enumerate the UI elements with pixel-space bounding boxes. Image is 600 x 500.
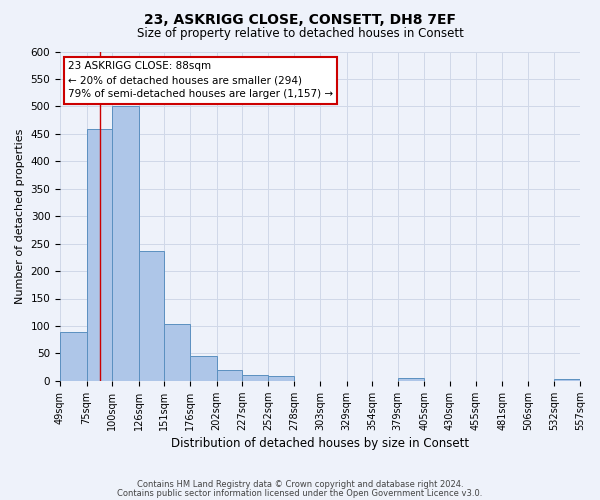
- X-axis label: Distribution of detached houses by size in Consett: Distribution of detached houses by size …: [171, 437, 469, 450]
- Bar: [217, 370, 242, 381]
- Bar: [60, 332, 86, 381]
- Bar: [139, 252, 164, 381]
- Bar: [398, 378, 424, 381]
- Text: Size of property relative to detached houses in Consett: Size of property relative to detached ho…: [137, 28, 463, 40]
- Bar: [554, 379, 580, 381]
- Text: 23 ASKRIGG CLOSE: 88sqm
← 20% of detached houses are smaller (294)
79% of semi-d: 23 ASKRIGG CLOSE: 88sqm ← 20% of detache…: [68, 62, 333, 100]
- Bar: [242, 376, 268, 381]
- Y-axis label: Number of detached properties: Number of detached properties: [15, 128, 25, 304]
- Text: 23, ASKRIGG CLOSE, CONSETT, DH8 7EF: 23, ASKRIGG CLOSE, CONSETT, DH8 7EF: [144, 12, 456, 26]
- Text: Contains public sector information licensed under the Open Government Licence v3: Contains public sector information licen…: [118, 488, 482, 498]
- Bar: [86, 130, 112, 381]
- Bar: [190, 356, 217, 381]
- Bar: [164, 324, 190, 381]
- Bar: [268, 376, 295, 381]
- Text: Contains HM Land Registry data © Crown copyright and database right 2024.: Contains HM Land Registry data © Crown c…: [137, 480, 463, 489]
- Bar: [112, 106, 139, 381]
